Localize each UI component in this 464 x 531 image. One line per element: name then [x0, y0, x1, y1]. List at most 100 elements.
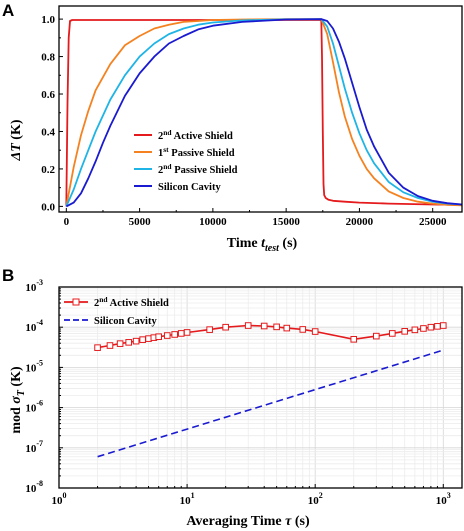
panel-b-series-marker [132, 337, 140, 345]
panel-b-legend-label-rest: Active Shield [108, 298, 169, 309]
panel-a-legend-label-main: 2 [158, 131, 163, 142]
panel-b-ylabel-sub: T [16, 389, 27, 396]
panel-b-series-marker [350, 336, 358, 343]
panel-b-series-marker [389, 330, 396, 337]
panel-b-series-marker [434, 323, 441, 330]
panel-a-x-axis-label: Time ttest (s) [227, 236, 298, 254]
panel-b-y-tick-exp: -5 [36, 358, 43, 367]
panel-b-x-tick-exp: 3 [447, 491, 451, 500]
panel-b-ylabel-unit: (K) [9, 366, 24, 390]
panel-b-series-marker [273, 323, 280, 331]
panel-b-series-marker [427, 323, 435, 331]
panel-b-y-tick-label: 10-4 [25, 318, 43, 334]
panel-b-y-tick-label: 10-3 [25, 278, 43, 294]
panel-a-legend-label: Silicon Cavity [158, 182, 221, 193]
panel-a-y-tick-label: 0.2 [41, 164, 55, 176]
panel-b-grid [58, 287, 462, 489]
panel-b-xlabel-italic: τ [285, 514, 292, 529]
panel-b-y-tick-base: 10 [25, 483, 37, 495]
panel-b-y-tick-label: 10-7 [25, 439, 43, 455]
panel-b-legend-label-main: 2 [94, 298, 99, 309]
panel-b-y-tick-exp: -6 [36, 399, 43, 408]
panel-a-legend-label-sup: nd [163, 162, 172, 171]
panel-b-series-marker [311, 328, 319, 335]
panel-a-plot-frame [58, 5, 463, 213]
panel-b-legend-label: 2nd Active Shield [94, 295, 169, 309]
panel-a-ticks: 0 5000 10000 15000 20000 25000 0.0 0.2 0.4 0.6 0.8… [41, 14, 447, 228]
panel-a-y-axis-label: ΔT (K) [9, 119, 24, 161]
panel-a-ylabel-symbol: ΔT [9, 142, 24, 162]
panel-b-series-marker [177, 330, 185, 337]
panel-b-x-tick-exp: 1 [191, 491, 195, 500]
panel-a-legend-label-rest: Passive Shield [172, 165, 238, 176]
panel-a-legend-label: 1st Passive Shield [158, 145, 235, 159]
panel-a-y-tick-label: 0.8 [41, 52, 55, 64]
panel-b-x-tick-exp: 2 [319, 491, 323, 500]
panel-b-legend-label-main: Silicon Cavity [94, 316, 157, 327]
panel-b-series-marker [125, 339, 132, 346]
panel-b-legend-label-sup: nd [99, 295, 108, 304]
panel-a-legend-label-sup: st [163, 145, 169, 154]
panel-b-series-line [97, 349, 444, 458]
panel-b-y-tick-label: 10-5 [25, 358, 43, 374]
panel-a-letter: A [2, 1, 14, 20]
panel-a-x-tick-label: 20000 [346, 216, 374, 228]
panel-a-xlabel-main: Time [227, 236, 261, 251]
panel-b-series-marker [155, 333, 162, 341]
panel-b-legend-marker [72, 298, 80, 306]
panel-b-series-marker [411, 326, 419, 334]
panel-b-ylabel-main: mod [9, 404, 24, 434]
panel-a-xlabel-italic: t [261, 236, 266, 251]
panel-b-series-marker [222, 323, 229, 331]
panel-b-series-marker [183, 329, 191, 336]
panel-b-series-marker [94, 344, 101, 351]
panel-b-series-marker [206, 326, 213, 333]
panel-b-y-tick-exp: -8 [36, 479, 43, 488]
panel-b-series-marker [106, 342, 114, 349]
panel-b-y-tick-exp: -7 [36, 439, 43, 448]
panel-a-series-line [65, 18, 463, 208]
panel-b-legend-label: Silicon Cavity [94, 316, 157, 327]
panel-a-series [65, 18, 463, 208]
panel-b-xlabel-unit: (s) [291, 514, 310, 529]
panel-a-series-line [65, 18, 463, 207]
panel-b-y-axis-label: mod σT (K) [9, 366, 27, 434]
panel-b-letter: B [2, 266, 14, 285]
panel-a-series-line [65, 19, 463, 207]
panel-a: A 0 5000 10000 15000 20000 250000.00.20.40.60… [2, 1, 463, 254]
panel-b-series-marker [244, 322, 252, 329]
panel-a-x-tick-label: 25000 [419, 216, 447, 228]
panel-a-legend-label-rest: Active Shield [172, 131, 233, 142]
panel-a-x-tick-label: 5000 [129, 216, 152, 228]
panel-b-y-tick-exp: -4 [36, 318, 43, 327]
panel-a-legend-label: 2nd Active Shield [158, 128, 233, 142]
panel-b-legend: 2nd Active Shield Silicon Cavity [64, 295, 169, 327]
panel-b-series-marker [299, 326, 307, 333]
panel-a-y-tick-label: 1.0 [41, 14, 55, 26]
panel-a-ylabel-unit: (K) [9, 119, 24, 143]
panel-a-legend-label-rest: Passive Shield [169, 148, 235, 159]
panel-b-x-tick-base: 10 [436, 495, 448, 507]
panel-b-x-tick-base: 10 [308, 495, 320, 507]
panel-b-xlabel-main: Averaging Time [186, 514, 285, 529]
panel-b-x-tick-label: 100 [52, 491, 67, 507]
panel-a-series-line [65, 18, 463, 207]
panel-b-plot-frame [58, 286, 463, 489]
panel-a-y-tick-label: 0.4 [41, 126, 55, 138]
panel-b-x-tick-base: 10 [52, 495, 64, 507]
panel-b-y-tick-exp: -3 [36, 278, 43, 287]
panel-b-series-marker [116, 340, 124, 347]
panel-b-series-marker [373, 332, 380, 340]
panel-b-y-tick-base: 10 [25, 443, 37, 455]
panel-b-x-tick-exp: 0 [63, 491, 67, 500]
panel-a-legend-label-main: 2 [158, 165, 163, 176]
panel-a-legend-label-sup: nd [163, 128, 172, 137]
panel-b-series-marker [439, 322, 447, 329]
panel-b-series-marker [260, 322, 268, 330]
panel-b-x-tick-base: 10 [180, 495, 192, 507]
panel-b-series [94, 322, 447, 458]
